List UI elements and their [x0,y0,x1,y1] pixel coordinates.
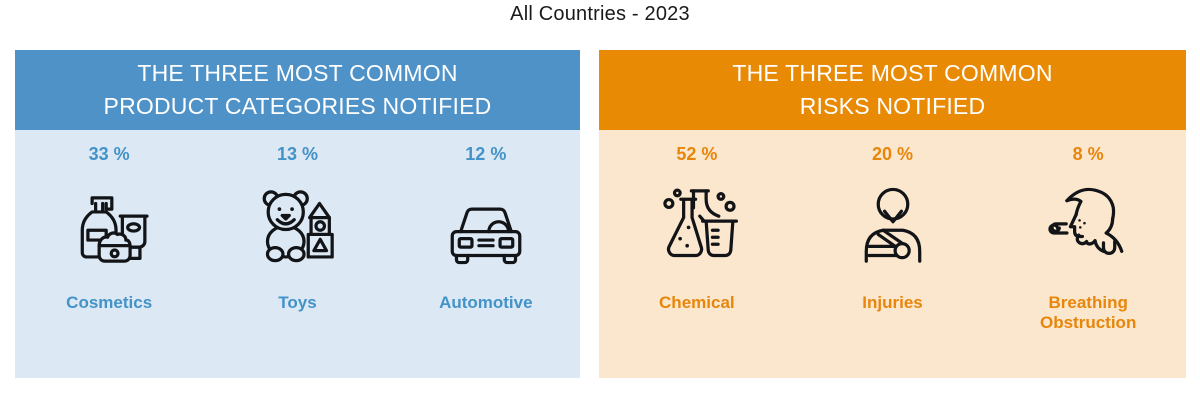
automotive-label: Automotive [439,293,533,312]
cosmetics-percent: 33 % [88,144,130,164]
page-title: All Countries - 2023 [510,3,690,25]
chemical-label: Chemical [659,293,735,312]
chemical-flasks-icon [663,188,738,258]
injuries-percent: 20 % [871,144,914,164]
toys-percent: 13 % [276,144,318,164]
injuries-label: Injuries [862,293,923,312]
cosmetics-label: Cosmetics [66,293,153,312]
chemical-percent: 52 % [676,144,718,164]
product-categories-header: THE THREE MOST COMMON PRODUCT CATEGORIES… [15,50,580,130]
product-categories-panel: THE THREE MOST COMMON PRODUCT CATEGORIES… [15,50,580,378]
header-line-2: PRODUCT CATEGORIES NOTIFIED [103,93,492,119]
automotive-percent: 12 % [465,144,507,164]
stat-item-cosmetics: 33 % Cosmetics [15,130,203,378]
stat-item-chemical: 52 % [599,130,795,378]
cosmetics-icon [80,196,149,263]
header-line-2: RISKS NOTIFIED [799,93,986,119]
stat-item-breathing-obstruction: 8 % Breathing Obstru [990,130,1186,378]
header-line-1: THE THREE MOST COMMON [732,59,1053,86]
stat-item-toys: 13 % Toys [203,130,391,378]
product-categories-body: 33 % Cosmetics 13 % [15,130,580,378]
breathing-obstruction-label: Breathing Obstruction [1040,293,1137,332]
risks-body: 52 % [599,130,1186,378]
coughing-person-icon [1048,187,1124,255]
injured-person-icon [864,187,921,263]
risks-panel: THE THREE MOST COMMON RISKS NOTIFIED 52 … [599,50,1186,378]
breathing-obstruction-percent: 8 % [1072,144,1104,164]
teddy-bear-icon [263,190,335,263]
header-line-1: THE THREE MOST COMMON [137,59,458,86]
stat-item-automotive: 12 % Automotive [392,130,580,378]
car-icon [450,207,522,265]
risks-header: THE THREE MOST COMMON RISKS NOTIFIED [599,50,1186,130]
stat-item-injuries: 20 % Injuries [795,130,991,378]
toys-label: Toys [278,293,317,312]
